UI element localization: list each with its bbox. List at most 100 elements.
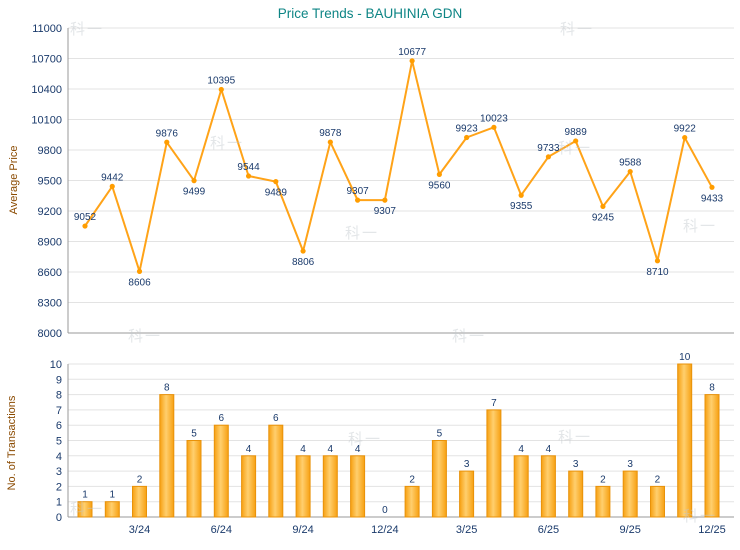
- txn-y-tick-label: 3: [56, 466, 62, 478]
- price-point-label: 9433: [701, 193, 724, 204]
- txn-y-tick-label: 5: [56, 436, 62, 448]
- price-point-marker: [600, 203, 606, 210]
- price-point-marker: [136, 268, 143, 274]
- transactions-bar-label: 2: [600, 474, 606, 485]
- x-axis-tick-label: 12/25: [698, 524, 726, 536]
- transactions-bar: [241, 455, 257, 518]
- transactions-bar: [622, 470, 638, 518]
- price-point-label: 9544: [237, 162, 260, 173]
- price-point-marker: [164, 139, 170, 145]
- price-point-label: 9307: [374, 206, 397, 217]
- transactions-bar-label: 4: [546, 444, 552, 455]
- price-point-marker: [573, 138, 579, 144]
- transactions-bar-label: 5: [437, 429, 443, 440]
- transactions-bar: [295, 455, 311, 518]
- x-axis-tick-label: 9/24: [292, 524, 313, 536]
- price-point-label: 9733: [537, 143, 560, 154]
- price-point-label: 9923: [456, 123, 479, 134]
- transactions-bar: [568, 470, 584, 518]
- transactions-bar: [677, 363, 693, 518]
- transactions-bar-label: 4: [328, 444, 334, 455]
- price-point-label: 9499: [183, 187, 206, 198]
- x-axis-tick-label: 12/24: [371, 524, 399, 536]
- price-point-label: 9052: [74, 212, 97, 223]
- price-point-label: 9922: [674, 124, 697, 135]
- price-trend-line-chart: 8000 8300 8600 8900 9200 9500 9800 10100 10400 10…: [31, 23, 734, 340]
- transactions-bar-label: 2: [409, 474, 415, 485]
- price-point-label: 9588: [619, 158, 642, 169]
- price-point-marker: [545, 154, 552, 160]
- x-axis-tick-label: 3/24: [129, 524, 150, 536]
- price-y-tick-label: 10400: [31, 84, 62, 96]
- price-point-marker: [464, 134, 470, 141]
- transactions-bar: [77, 501, 93, 518]
- price-point-marker: [518, 192, 524, 198]
- price-point-label: 9355: [510, 201, 533, 212]
- price-y-tick-label: 9200: [38, 206, 62, 218]
- price-point-label: 10023: [480, 113, 508, 124]
- price-point-marker: [409, 58, 415, 64]
- price-point-marker: [382, 197, 388, 203]
- transactions-bar-label: 4: [355, 444, 361, 455]
- price-y-tick-label: 9500: [38, 176, 62, 188]
- price-y-tick-label: 10700: [31, 54, 62, 66]
- transactions-bar-label: 8: [709, 383, 715, 394]
- price-point-label: 8806: [292, 257, 315, 268]
- transactions-bar: [404, 485, 420, 518]
- price-point-label: 9878: [319, 128, 342, 139]
- transactions-bar: [704, 394, 720, 518]
- price-y-tick-label: 8300: [38, 298, 62, 310]
- transactions-bar-label: 3: [573, 459, 579, 470]
- transactions-bar: [322, 455, 338, 518]
- price-point-label: 9560: [428, 180, 451, 191]
- txn-y-tick-label: 0: [56, 512, 62, 524]
- price-point-marker: [273, 179, 279, 185]
- txn-y-tick-label: 10: [50, 359, 62, 371]
- transactions-bar: [132, 485, 147, 518]
- price-point-marker: [654, 258, 661, 264]
- price-point-label: 10395: [207, 76, 235, 87]
- x-axis-tick-label: 6/25: [538, 524, 559, 536]
- txn-y-tick-label: 1: [56, 497, 62, 509]
- price-point-marker: [355, 197, 361, 203]
- txn-y-tick-label: 4: [56, 451, 62, 463]
- price-point-marker: [218, 86, 224, 93]
- transactions-bar-label: 4: [300, 444, 306, 455]
- transactions-bar: [431, 440, 447, 518]
- transactions-bar: [350, 455, 366, 518]
- price-y-tick-label: 8000: [38, 328, 62, 340]
- transactions-bar-label: 1: [109, 490, 115, 501]
- price-y-tick-label: 9800: [38, 145, 62, 157]
- transactions-bar: [459, 470, 475, 518]
- transactions-bar: [213, 424, 229, 518]
- price-point-marker: [245, 173, 252, 179]
- transactions-bar-label: 10: [679, 352, 691, 363]
- transactions-bar: [104, 501, 120, 518]
- price-point-marker: [436, 171, 442, 177]
- x-axis-tick-label: 9/25: [619, 524, 640, 536]
- price-point-label: 9889: [565, 127, 588, 138]
- price-y-tick-label: 10100: [31, 115, 62, 127]
- transactions-bar: [650, 485, 665, 518]
- txn-y-tick-label: 8: [56, 390, 62, 402]
- price-point-marker: [327, 139, 333, 145]
- transactions-bar-label: 2: [137, 474, 143, 485]
- price-y-tick-label: 11000: [32, 23, 62, 35]
- transactions-bar-label: 6: [273, 413, 279, 424]
- price-line: [84, 59, 713, 273]
- txn-y-tick-label: 2: [56, 481, 62, 493]
- transactions-bar-label: 6: [219, 413, 225, 424]
- transactions-bar-label: 1: [82, 490, 88, 501]
- txn-y-tick-label: 6: [56, 420, 62, 432]
- transactions-bar: [268, 424, 284, 518]
- transactions-bar-label: 5: [191, 429, 197, 440]
- price-point-marker: [709, 184, 715, 190]
- transactions-bar-label: 3: [464, 459, 470, 470]
- transactions-bar-label: 8: [164, 383, 170, 394]
- transactions-bar: [513, 455, 529, 518]
- transactions-bar: [595, 485, 611, 518]
- price-point-label: 8606: [128, 277, 151, 288]
- x-axis-tick-label: 3/25: [456, 524, 477, 536]
